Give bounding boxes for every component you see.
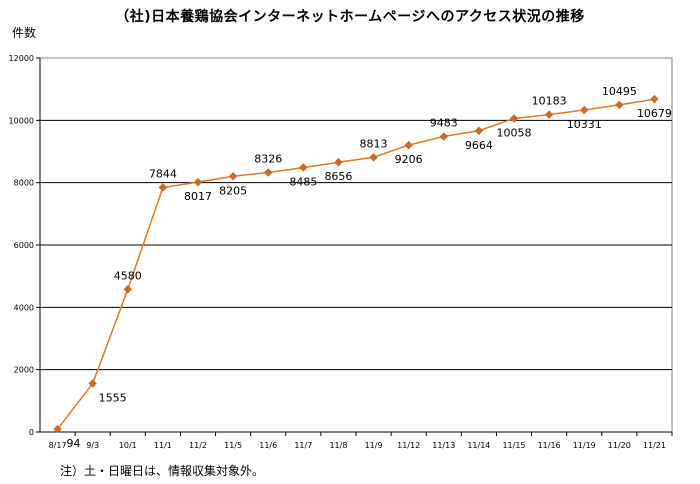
series-line [57,98,655,430]
data-point [88,379,97,388]
y-tick-label: 4000 [14,303,34,312]
data-point [404,140,413,150]
data-point [263,168,273,177]
data-label: 8485 [289,176,317,189]
data-point [123,285,133,294]
x-tick-label: 10/1 [119,441,137,450]
data-point [615,100,624,110]
y-tick-label: 8000 [14,179,34,188]
data-point [579,105,589,115]
x-tick-label: 11/16 [538,441,561,450]
data-label: 10331 [567,118,602,131]
y-tick-label: 10000 [9,116,34,125]
footnote: 注）土・日曜日は、情報収集対象外。 [60,464,265,478]
x-tick-label: 11/9 [365,441,383,450]
x-tick-label: 11/5 [224,441,242,450]
data-label: 10058 [497,127,532,140]
data-point [334,157,343,167]
data-point [650,94,659,104]
data-point [228,172,238,181]
data-label: 9206 [395,153,423,166]
y-tick-label: 12000 [9,54,34,63]
data-label: 10495 [602,85,637,98]
data-label: 8813 [360,137,388,150]
data-point [369,153,378,162]
data-label: 8656 [324,170,352,183]
x-tick-label: 8/17 [49,441,67,450]
data-label: 10183 [532,95,567,108]
x-tick-label: 11/13 [432,441,455,450]
data-point [544,110,554,119]
data-point [53,424,62,434]
data-point [158,183,168,192]
data-label: 8205 [219,184,247,197]
data-label: 94 [67,437,81,450]
x-tick-label: 11/15 [502,441,525,450]
data-point [193,177,203,187]
y-tick-label: 0 [29,428,34,437]
y-axis-label: 件数 [12,26,37,40]
x-tick-label: 9/3 [86,441,99,450]
data-point [299,163,308,172]
x-tick-label: 11/6 [259,441,277,450]
y-tick-label: 6000 [14,241,34,250]
data-label: 8017 [184,190,212,203]
x-tick-label: 11/7 [294,441,312,450]
data-point [509,114,519,123]
x-tick-label: 11/1 [154,441,172,450]
data-label: 10679 [637,107,672,120]
data-label: 4580 [114,269,142,282]
y-tick-label: 2000 [14,366,34,375]
x-tick-label: 11/8 [329,441,347,450]
data-label: 9483 [430,116,458,129]
data-label: 9664 [465,139,493,152]
x-tick-label: 11/21 [643,441,666,450]
x-tick-label: 11/14 [467,441,490,450]
data-label: 8326 [254,153,282,166]
chart-title: （社)日本養鶏協会インターネットホームページへのアクセス状況の推移 [115,9,585,25]
data-point [474,126,484,136]
x-tick-label: 11/19 [573,441,596,450]
x-tick-label: 11/2 [189,441,207,450]
data-point [439,132,449,141]
x-tick-label: 11/12 [397,441,420,450]
x-tick-label: 11/20 [608,441,631,450]
data-label: 1555 [99,392,127,405]
data-label: 7844 [149,168,177,181]
